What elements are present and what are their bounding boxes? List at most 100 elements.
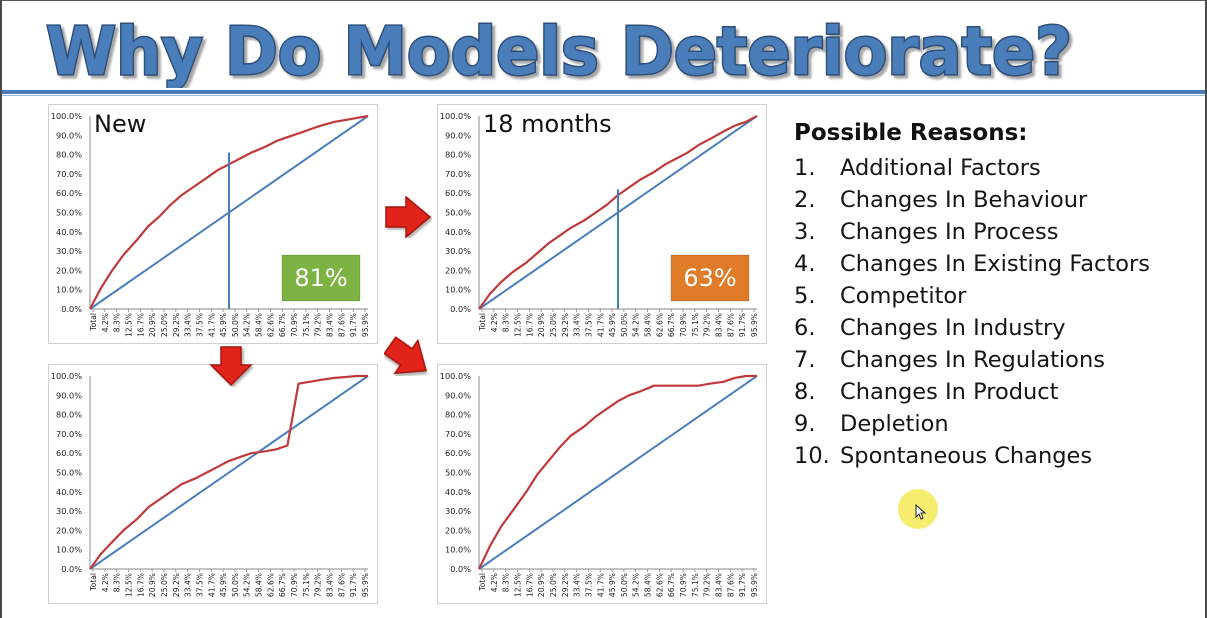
x-tick-label: 29.2%	[172, 573, 181, 597]
x-tick-label: 70.9%	[290, 313, 299, 337]
x-tick-label: 79.2%	[314, 573, 323, 597]
mouse-pointer-icon	[915, 504, 927, 520]
x-tick-label: 58.4%	[644, 573, 653, 597]
reason-number: 2.	[794, 187, 816, 213]
x-tick-label: 79.2%	[703, 573, 712, 597]
y-tick-label: 30.0%	[56, 506, 82, 516]
y-tick-label: 100.0%	[51, 371, 82, 381]
y-tick-label: 10.0%	[56, 285, 82, 295]
y-tick-label: 100.0%	[440, 111, 471, 121]
y-tick-label: 70.0%	[56, 429, 82, 439]
reason-text: Changes In Regulations	[840, 347, 1105, 373]
percentage-badge: 63%	[670, 254, 750, 302]
y-tick-label: 50.0%	[445, 468, 471, 478]
y-tick-label: 30.0%	[445, 246, 471, 256]
y-tick-label: 20.0%	[445, 265, 471, 275]
y-tick-label: 80.0%	[56, 410, 82, 420]
reason-number: 3.	[794, 219, 816, 245]
y-tick-label: 30.0%	[56, 246, 82, 256]
reason-text: Changes In Industry	[840, 315, 1066, 341]
x-tick-label: 20.9%	[537, 573, 546, 597]
y-tick-label: 70.0%	[56, 169, 82, 179]
y-tick-label: 90.0%	[56, 130, 82, 140]
y-tick-label: 70.0%	[445, 429, 471, 439]
percentage-badge-label: 81%	[294, 264, 347, 292]
x-tick-label: 16.7%	[525, 573, 534, 597]
reason-item: 3. Changes In Process	[794, 216, 1204, 248]
reasons-heading: Possible Reasons:	[794, 120, 1028, 146]
y-tick-label: 10.0%	[445, 285, 471, 295]
x-tick-label: 25.0%	[549, 573, 558, 597]
y-tick-label: 70.0%	[445, 169, 471, 179]
reason-item: 10. Spontaneous Changes	[794, 440, 1204, 472]
x-tick-label: 87.6%	[337, 573, 346, 597]
x-tick-label: 83.4%	[326, 313, 335, 337]
x-tick-label: 45.9%	[219, 313, 228, 337]
x-tick-label: 20.9%	[148, 573, 157, 597]
x-tick-label: 25.0%	[160, 573, 169, 597]
y-tick-label: 90.0%	[56, 390, 82, 400]
x-tick-label: 41.7%	[596, 313, 605, 337]
baseline-diagonal-line	[89, 375, 369, 570]
x-tick-label: 62.6%	[655, 313, 664, 337]
x-tick-label: 8.3%	[113, 313, 122, 332]
y-tick-label: 0.0%	[61, 564, 82, 574]
x-tick-label: 33.4%	[184, 573, 193, 597]
reasons-panel: Possible Reasons: 1. Additional Factors 2.…	[794, 118, 1204, 472]
reason-item: 7. Changes In Regulations	[794, 344, 1204, 376]
x-tick-label: 58.4%	[644, 313, 653, 337]
x-tick-label: 8.3%	[113, 573, 122, 592]
y-tick-label: 60.0%	[56, 448, 82, 458]
chart-title: New	[94, 110, 146, 138]
chart-new: 0.0% 10.0% 20.0% 30.0% 40.0% 50.0% 60.0% 70.0% 8…	[48, 104, 378, 344]
x-tick-label: 79.2%	[703, 313, 712, 337]
percentage-badge-box	[281, 254, 361, 302]
y-tick-label: 100.0%	[440, 371, 471, 381]
x-tick-label: 62.6%	[655, 573, 664, 597]
chart-bottom-left: 0.0% 10.0% 20.0% 30.0% 40.0% 50.0% 60.0% 70.0% 8…	[48, 364, 378, 604]
reason-item: 8. Changes In Product	[794, 376, 1204, 408]
arrow-diagonal-down-right-icon	[384, 336, 427, 375]
x-tick-label: Total	[89, 313, 98, 332]
reason-number: 6.	[794, 315, 816, 341]
reason-number: 1.	[794, 155, 816, 181]
y-tick-label: 80.0%	[56, 150, 82, 160]
y-tick-label: 60.0%	[56, 188, 82, 198]
percentage-badge: 81%	[281, 254, 361, 302]
arrow-right-icon	[385, 196, 432, 238]
x-tick-label: 16.7%	[136, 313, 145, 337]
slide-title-text: Why Do Models Deteriorate?	[46, 13, 1072, 88]
y-tick-label: 20.0%	[56, 525, 82, 535]
y-tick-label: 0.0%	[450, 564, 471, 574]
chart-bottom-right-svg: 0.0% 10.0% 20.0% 30.0% 40.0% 50.0% 60.0% 70.0% 8…	[437, 364, 767, 604]
x-tick-label: 50.0%	[620, 573, 629, 597]
x-tick-label: 54.2%	[243, 313, 252, 337]
y-tick-label: 10.0%	[56, 545, 82, 555]
reason-text: Competitor	[840, 283, 967, 309]
y-tick-label: 60.0%	[445, 188, 471, 198]
x-tick-label: 54.2%	[243, 573, 252, 597]
y-tick-label: 30.0%	[445, 506, 471, 516]
x-tick-label: 75.1%	[691, 573, 700, 597]
x-tick-label: 33.4%	[573, 313, 582, 337]
x-tick-label: 29.2%	[561, 313, 570, 337]
y-tick-label: 20.0%	[56, 265, 82, 275]
chart-bottom-left-svg: 0.0% 10.0% 20.0% 30.0% 40.0% 50.0% 60.0% 70.0% 8…	[48, 364, 378, 604]
slide-title: Why Do Models Deteriorate?	[0, 0, 1207, 89]
reason-number: 10.	[794, 443, 830, 469]
y-tick-label: 40.0%	[445, 487, 471, 497]
x-tick-label: 95.9%	[361, 573, 370, 597]
y-tick-label: 60.0%	[445, 448, 471, 458]
x-tick-label: 54.2%	[632, 313, 641, 337]
x-tick-label: 50.0%	[620, 313, 629, 337]
x-tick-label: 25.0%	[549, 313, 558, 337]
arrow-down-icon	[209, 346, 253, 387]
x-tick-label: 95.9%	[361, 313, 370, 337]
reason-item: 6. Changes In Industry	[794, 312, 1204, 344]
window-frame-right	[1205, 0, 1207, 618]
reason-item: 4. Changes In Existing Factors	[794, 248, 1204, 280]
x-tick-label: 29.2%	[561, 573, 570, 597]
x-tick-label: 62.6%	[266, 573, 275, 597]
x-tick-label: 16.7%	[136, 573, 145, 597]
y-tick-label: 90.0%	[445, 390, 471, 400]
